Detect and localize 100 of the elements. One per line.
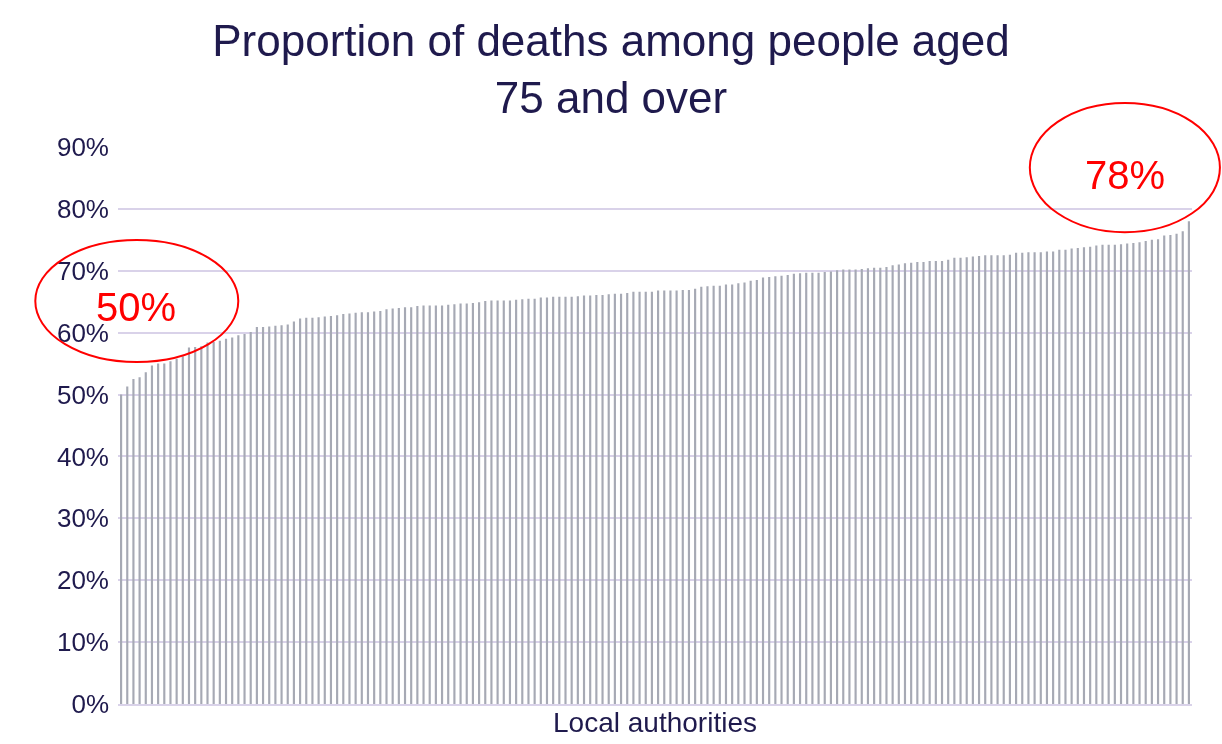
bar — [329, 315, 333, 704]
bar — [959, 257, 962, 704]
bar — [1015, 252, 1018, 704]
bar — [977, 255, 981, 704]
bar — [916, 262, 919, 704]
bar — [626, 293, 629, 704]
bar — [768, 276, 771, 704]
bar — [644, 291, 647, 704]
bar — [1058, 249, 1061, 704]
y-tick-label: 10% — [56, 627, 109, 658]
bar — [1039, 252, 1042, 704]
bar — [465, 303, 468, 704]
bar — [249, 332, 252, 704]
bar — [712, 285, 715, 704]
bar — [947, 259, 950, 704]
bar — [903, 263, 907, 704]
bar — [539, 297, 542, 704]
bar — [323, 316, 326, 704]
bar — [157, 363, 160, 704]
bar — [478, 302, 481, 704]
bar — [1119, 244, 1123, 704]
y-tick-label: 40% — [56, 441, 109, 472]
bar — [336, 315, 339, 704]
bar — [274, 325, 277, 704]
bar — [613, 293, 616, 704]
bar — [910, 262, 913, 704]
bar — [1021, 252, 1024, 704]
bar — [224, 338, 228, 704]
bar — [218, 340, 221, 704]
bar — [1138, 242, 1141, 704]
bar — [385, 309, 388, 704]
bar — [940, 260, 944, 704]
bar — [194, 346, 197, 704]
bar — [1070, 248, 1073, 704]
bar — [1187, 221, 1190, 704]
bar — [366, 312, 370, 704]
bar — [342, 314, 345, 704]
bar — [996, 255, 999, 704]
bar — [1163, 235, 1166, 704]
bar — [669, 290, 672, 704]
bar — [459, 303, 462, 704]
bar — [694, 288, 697, 704]
bar — [292, 321, 295, 704]
bar — [521, 299, 524, 704]
bar — [416, 306, 419, 704]
bar — [187, 347, 191, 704]
bar — [212, 341, 215, 704]
bar — [305, 317, 308, 704]
bar — [360, 312, 363, 704]
bar — [731, 284, 734, 704]
bar — [1095, 245, 1098, 704]
bar — [403, 307, 407, 704]
bar — [928, 260, 931, 704]
bar — [286, 324, 289, 704]
bar — [854, 269, 857, 704]
bar — [829, 271, 832, 704]
bar — [484, 301, 487, 704]
bar — [601, 294, 604, 704]
bar — [508, 300, 512, 704]
bar — [879, 267, 882, 704]
bar — [1033, 252, 1036, 704]
bar — [1126, 243, 1129, 704]
bar — [743, 282, 746, 704]
bar — [724, 284, 728, 704]
bar — [1002, 255, 1005, 704]
bar — [1175, 233, 1178, 704]
bar — [749, 280, 752, 704]
bar — [798, 273, 802, 704]
bar — [379, 311, 382, 704]
bar — [150, 365, 154, 704]
bar — [373, 311, 376, 704]
bar — [663, 290, 666, 704]
bar — [1181, 231, 1184, 704]
bar — [564, 296, 567, 704]
bar — [718, 285, 721, 704]
bar — [965, 257, 968, 704]
bar — [805, 272, 808, 704]
bar — [163, 363, 166, 704]
bar — [169, 361, 172, 704]
bar — [811, 272, 814, 704]
bar — [1089, 246, 1092, 704]
bar — [1132, 242, 1135, 704]
chart-title: Proportion of deaths among people aged 75 and over — [212, 15, 1010, 122]
bar — [255, 327, 258, 704]
bar — [138, 377, 141, 704]
x-axis-title: Local authorities — [553, 706, 757, 738]
bar — [120, 394, 123, 704]
bar — [848, 269, 851, 704]
bar — [231, 337, 234, 704]
bar — [1052, 251, 1055, 704]
y-tick-label: 20% — [56, 565, 109, 596]
bar — [589, 295, 592, 704]
bar — [786, 275, 789, 704]
bar — [311, 317, 314, 704]
bar — [792, 273, 795, 704]
bar — [817, 272, 820, 704]
bar — [570, 296, 573, 704]
bar — [1027, 252, 1030, 704]
bar — [1076, 247, 1079, 704]
bar — [410, 307, 413, 704]
